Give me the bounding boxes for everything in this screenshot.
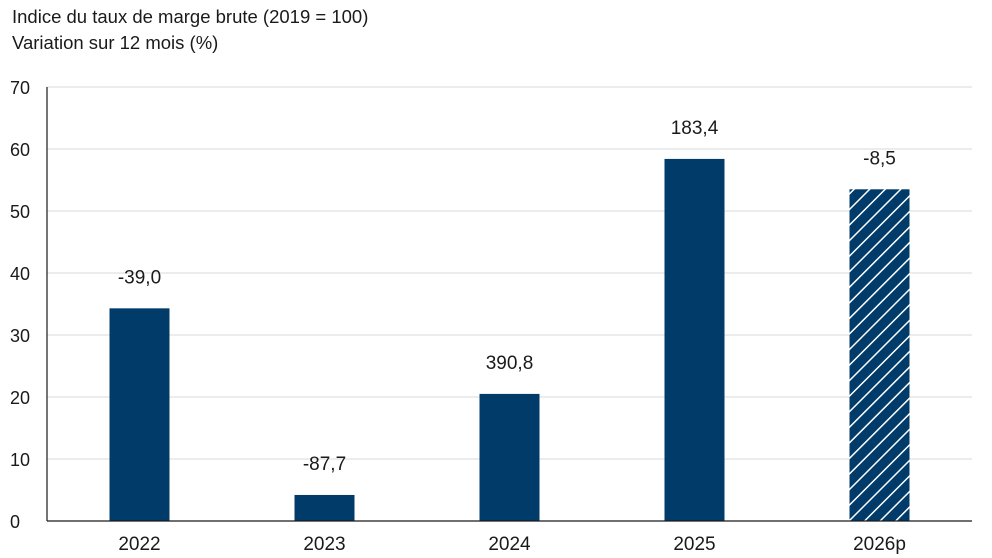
- bar-2022: [109, 308, 170, 521]
- y-tick-label: 30: [10, 326, 30, 346]
- y-tick-label: 40: [10, 264, 30, 284]
- x-tick-label: 2025: [673, 534, 715, 555]
- chart-subtitle: Variation sur 12 mois (%): [12, 32, 219, 53]
- y-tick-label: 10: [10, 450, 30, 470]
- axes: 0 10 20 30 40 50 60 70 2022 2023 2024 2025 2026p: [10, 78, 972, 555]
- bar-2024: [479, 393, 540, 521]
- data-labels: -39,0 -87,7 390,8 183,4 -8,5: [118, 118, 896, 475]
- bar-2023: [294, 494, 355, 521]
- y-tick-label: 20: [10, 388, 30, 408]
- y-tick-label: 70: [10, 78, 30, 98]
- chart-header: Indice du taux de marge brute (2019 = 10…: [12, 4, 368, 56]
- data-label: -87,7: [303, 454, 346, 475]
- bars: [109, 158, 910, 522]
- bar-2025: [664, 158, 725, 522]
- data-label: -39,0: [118, 267, 161, 288]
- x-tick-label: 2026p: [853, 534, 906, 555]
- y-tick-label: 0: [10, 512, 20, 532]
- bar-2026p: [849, 189, 910, 522]
- x-tick-label: 2023: [303, 534, 345, 555]
- data-label: -8,5: [863, 148, 896, 169]
- x-tick-label: 2024: [488, 534, 531, 555]
- x-tick-label: 2022: [118, 534, 160, 555]
- chart-title: Indice du taux de marge brute (2019 = 10…: [12, 6, 369, 27]
- data-label: 183,4: [671, 118, 719, 139]
- y-tick-label: 60: [10, 140, 30, 160]
- gridlines: [47, 86, 972, 460]
- y-tick-label: 50: [10, 202, 30, 222]
- data-label: 390,8: [486, 353, 534, 374]
